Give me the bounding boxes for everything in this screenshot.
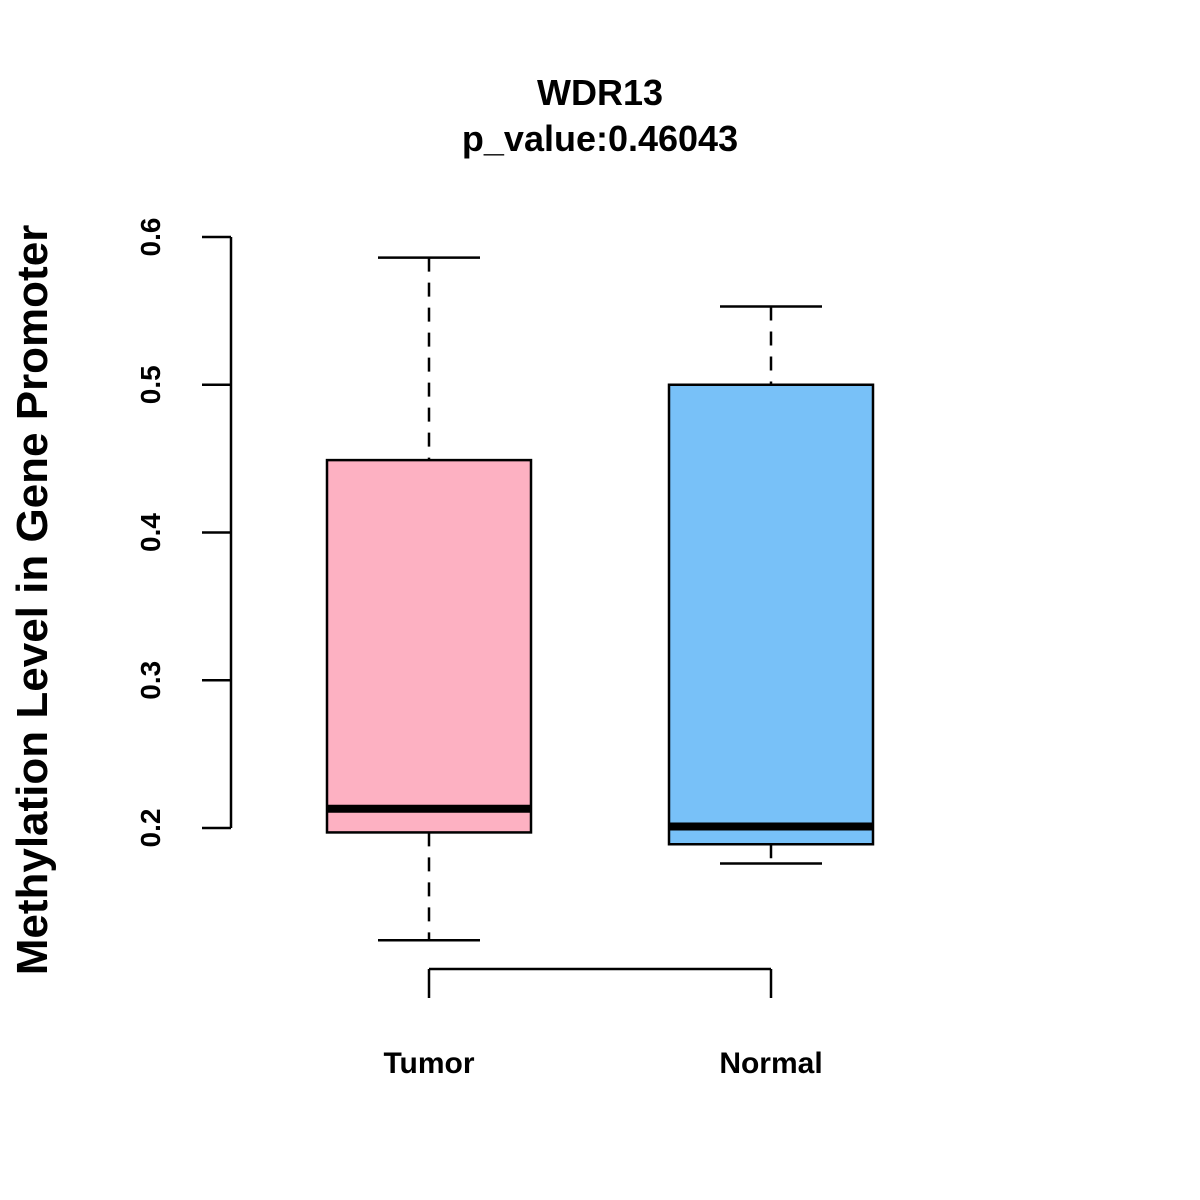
y-tick-label: 0.5 (135, 365, 166, 404)
x-tick-label-tumor: Tumor (383, 1047, 474, 1080)
y-tick-label: 0.3 (135, 661, 166, 700)
x-axis: Tumor Normal (383, 967, 823, 1080)
y-tick-label: 0.2 (135, 809, 166, 848)
y-tick-label: 0.4 (135, 513, 166, 552)
boxes-group (325, 256, 875, 942)
y-axis: 0.2 0.3 0.4 0.5 0.6 (135, 218, 233, 848)
chart-title: WDR13 (537, 72, 663, 113)
x-tick-label-normal: Normal (719, 1047, 822, 1080)
y-axis-label: Methylation Level in Gene Promoter (8, 225, 57, 976)
y-tick-label: 0.6 (135, 218, 166, 257)
box-body (667, 383, 875, 846)
box-tumor (325, 256, 533, 942)
box-normal (667, 305, 875, 865)
chart-subtitle: p_value:0.46043 (462, 118, 738, 159)
box-body (325, 458, 533, 834)
